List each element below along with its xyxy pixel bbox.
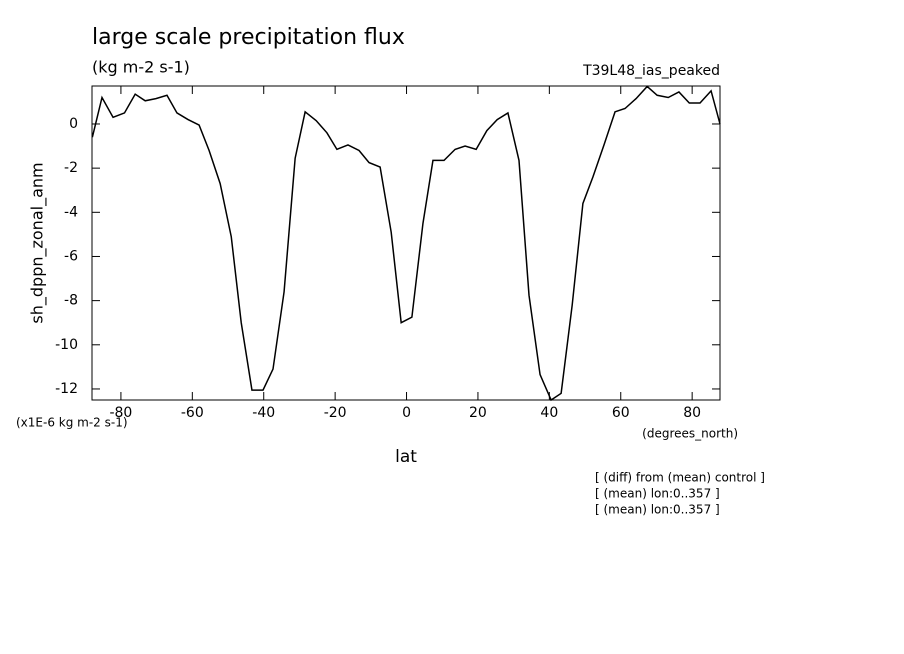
y-units: (x1E-6 kg m-2 s-1) [16,416,128,430]
x-tick-label: 20 [469,405,487,421]
data-line [91,85,721,402]
chart-subtitle: (kg m-2 s-1) [92,58,190,77]
chart-title: large scale precipitation flux [92,25,405,50]
x-tick-label: 60 [612,405,630,421]
note: [ (mean) lon:0..357 ] [595,503,720,517]
x-tick-label: -60 [181,405,204,421]
y-tick-label: -4 [64,204,78,220]
x-tick-label: -20 [324,405,347,421]
y-tick-label: -6 [64,248,78,264]
y-tick-label: -2 [64,160,78,176]
y-tick-label: -8 [64,293,78,309]
x-tick-label: -80 [109,405,132,421]
x-units: (degrees_north) [642,427,738,441]
note: [ (mean) lon:0..357 ] [595,487,720,501]
x-axis-label: lat [395,447,417,467]
x-tick-label: -40 [252,405,275,421]
y-tick-label: -12 [55,381,78,397]
y-tick-label: 0 [69,116,78,132]
plot-frame [91,85,721,401]
x-tick-label: 40 [540,405,558,421]
x-tick-label: 0 [402,405,411,421]
x-tick-label: 80 [683,405,701,421]
y-tick-label: -10 [55,337,78,353]
note: [ (diff) from (mean) control ] [595,471,765,485]
dataset-label: T39L48_ias_peaked [582,63,720,79]
y-axis-label: sh_dppn_zonal_anm [28,162,48,323]
